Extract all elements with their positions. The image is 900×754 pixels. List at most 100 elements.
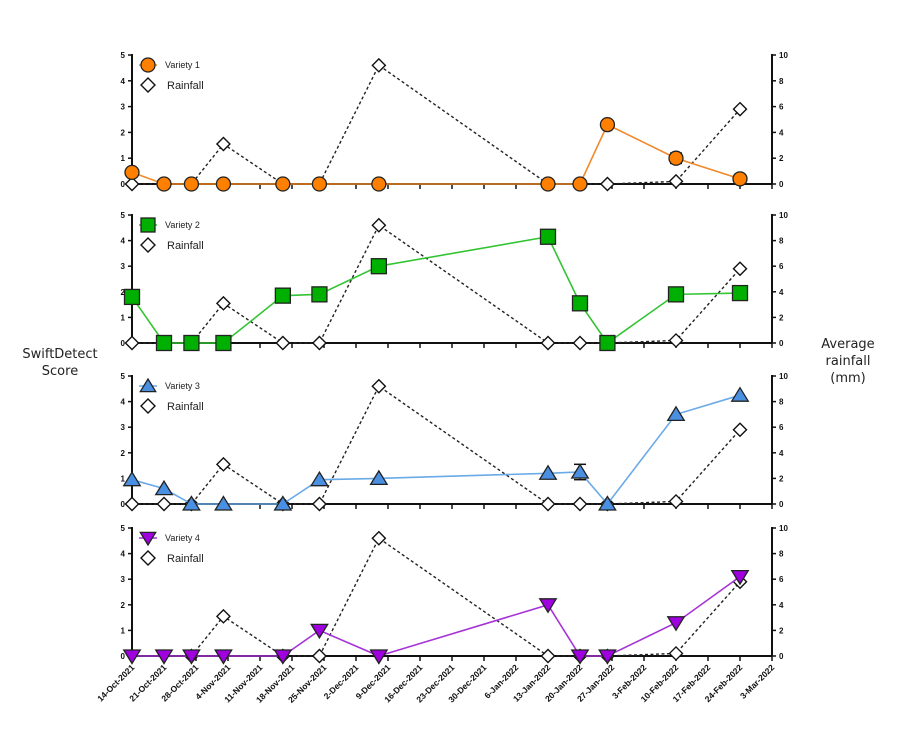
variety-point <box>732 171 748 187</box>
rainfall-point <box>156 496 172 512</box>
rainfall-marker-shape <box>732 101 748 117</box>
left-tick-label: 5 <box>121 51 126 60</box>
rainfall-point <box>732 101 748 117</box>
variety-point <box>598 495 617 511</box>
legend-variety-marker <box>140 57 156 73</box>
variety-point <box>183 176 200 192</box>
legend-rainfall-marker <box>140 398 156 414</box>
rainfall-marker-shape <box>215 456 231 472</box>
left-tick-label: 3 <box>121 262 126 271</box>
right-tick-label: 8 <box>779 77 784 86</box>
right-tick-label: 10 <box>779 524 788 533</box>
rainfall-marker-shape <box>371 57 387 73</box>
left-tick-label: 0 <box>121 180 126 189</box>
variety-point <box>668 150 684 166</box>
left-tick-label: 4 <box>121 77 126 86</box>
variety-point <box>275 176 291 192</box>
variety-point <box>371 176 387 192</box>
variety-point <box>214 649 233 665</box>
rainfall-marker-shape <box>732 422 748 438</box>
variety-point <box>182 495 201 511</box>
left-tick-label: 1 <box>121 474 126 483</box>
rainfall-marker-shape <box>311 335 327 351</box>
right-tick-label: 6 <box>779 575 784 584</box>
rainfall-marker-shape <box>572 496 588 512</box>
rainfall-marker-shape <box>124 176 140 192</box>
right-tick-label: 6 <box>779 423 784 432</box>
legend-variety-marker <box>140 217 156 233</box>
rainfall-point <box>215 136 231 152</box>
left-tick-label: 3 <box>121 423 126 432</box>
left-tick-label: 4 <box>121 398 126 407</box>
variety-point <box>730 386 750 402</box>
legend-variety-marker <box>139 377 157 393</box>
variety-point <box>311 286 328 303</box>
rainfall-point <box>371 57 387 73</box>
variety-point <box>310 623 329 640</box>
variety-point <box>730 569 750 586</box>
variety-point <box>538 598 558 614</box>
rainfall-point <box>311 335 327 351</box>
right-tick-label: 10 <box>779 211 788 220</box>
rainfall-point <box>215 608 231 624</box>
variety-line <box>131 394 741 506</box>
variety-point <box>572 176 588 192</box>
variety-point <box>122 470 142 487</box>
right-tick-label: 8 <box>779 550 784 559</box>
variety-point <box>540 176 556 192</box>
rainfall-marker-shape <box>140 77 156 93</box>
legend-rainfall-label: Rainfall <box>167 401 204 413</box>
variety-point <box>570 463 590 479</box>
rainfall-marker-shape <box>140 398 156 414</box>
right-tick-label: 8 <box>779 237 784 246</box>
left-tick-label: 1 <box>121 154 126 163</box>
rainfall-point <box>371 378 387 394</box>
rainfall-marker-shape <box>572 335 588 351</box>
right-axis-title-text: Average rainfall (mm) <box>821 337 875 386</box>
left-tick-label: 0 <box>121 652 126 661</box>
rainfall-marker-shape <box>371 378 387 394</box>
variety-point <box>731 284 749 302</box>
left-tick-label: 2 <box>121 449 126 458</box>
x-tick-label: 3-Mar-2022 <box>738 662 777 701</box>
legend-variety-label: Variety 4 <box>165 533 200 543</box>
right-tick-label: 0 <box>779 500 784 509</box>
variety-point <box>538 464 558 480</box>
legend-variety-label: Variety 3 <box>165 381 200 391</box>
variety-point <box>369 649 389 665</box>
rainfall-point <box>599 176 615 192</box>
variety-point <box>154 649 174 665</box>
rainfall-line <box>132 224 741 344</box>
right-tick-label: 4 <box>779 601 784 610</box>
legend-rainfall-marker <box>140 77 156 93</box>
left-axis-title-text: SwiftDetect Score <box>22 347 98 379</box>
variety-point <box>154 479 174 496</box>
rainfall-marker-shape <box>668 173 684 189</box>
rainfall-marker-shape <box>215 136 231 152</box>
right-tick-label: 0 <box>779 652 784 661</box>
rainfall-marker-shape <box>215 295 231 311</box>
variety-point <box>215 334 232 352</box>
left-tick-label: 5 <box>121 372 126 381</box>
legend-rainfall-label: Rainfall <box>167 80 204 92</box>
rainfall-point <box>311 648 327 664</box>
rainfall-point <box>668 645 684 661</box>
legend-rainfall-label: Rainfall <box>167 240 204 252</box>
right-axis-title: Average rainfall (mm) <box>808 336 888 387</box>
right-tick-label: 6 <box>779 262 784 271</box>
variety-point <box>666 616 686 632</box>
panel-3: 0 1 2 3 4 5 0 2 4 6 8 10 Variety 3 Rainfall <box>121 372 788 512</box>
variety-line <box>131 123 741 185</box>
rainfall-marker-shape <box>275 335 291 351</box>
rainfall-point <box>668 332 684 348</box>
panel-4: 0 1 2 3 4 5 0 2 4 6 8 10 Variety 4 Rainfall <box>121 524 788 665</box>
rainfall-marker-shape <box>668 332 684 348</box>
rainfall-point <box>732 261 748 277</box>
variety-point <box>155 334 173 352</box>
variety-point <box>273 495 293 511</box>
rainfall-marker-shape <box>156 496 172 512</box>
variety-point <box>123 288 141 306</box>
variety-point <box>156 176 172 192</box>
rainfall-point <box>668 173 684 189</box>
